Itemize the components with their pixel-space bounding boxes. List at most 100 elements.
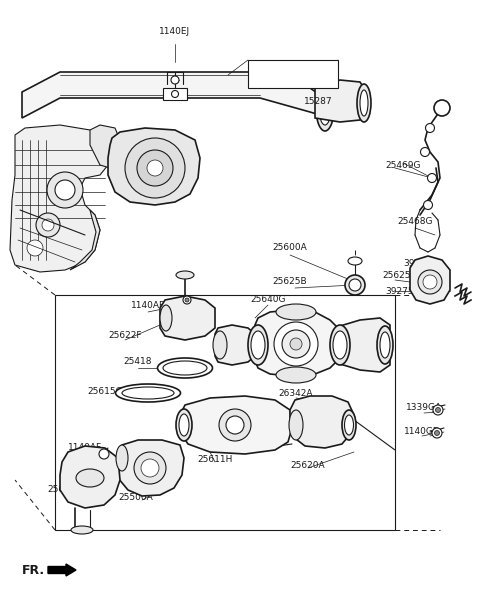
Ellipse shape	[176, 409, 192, 441]
Text: 25640G: 25640G	[250, 295, 286, 304]
Circle shape	[36, 213, 60, 237]
Circle shape	[428, 174, 436, 183]
Circle shape	[434, 100, 450, 116]
Ellipse shape	[157, 358, 213, 378]
Circle shape	[420, 147, 430, 156]
Text: 25500A: 25500A	[119, 492, 154, 502]
Ellipse shape	[276, 304, 316, 320]
Circle shape	[55, 180, 75, 200]
Ellipse shape	[163, 361, 207, 375]
Ellipse shape	[248, 325, 268, 365]
Ellipse shape	[377, 326, 393, 364]
Circle shape	[226, 416, 244, 434]
Polygon shape	[215, 325, 255, 365]
Polygon shape	[180, 396, 292, 454]
Circle shape	[171, 76, 179, 84]
Text: 1140GD: 1140GD	[404, 428, 440, 436]
Text: 25613A: 25613A	[317, 351, 351, 360]
Ellipse shape	[316, 85, 334, 131]
Circle shape	[171, 90, 179, 98]
Ellipse shape	[116, 445, 128, 471]
Ellipse shape	[333, 331, 347, 359]
Circle shape	[141, 459, 159, 477]
Polygon shape	[70, 210, 100, 270]
Polygon shape	[340, 318, 390, 372]
Ellipse shape	[122, 387, 174, 399]
Ellipse shape	[160, 305, 172, 331]
Polygon shape	[22, 72, 330, 118]
Circle shape	[47, 172, 83, 208]
Text: 39220G: 39220G	[403, 258, 439, 268]
Polygon shape	[90, 125, 120, 168]
Circle shape	[27, 240, 43, 256]
Polygon shape	[290, 396, 354, 448]
Text: 25468G: 25468G	[397, 218, 433, 227]
Text: 1140EJ: 1140EJ	[159, 27, 191, 37]
Text: 25625B: 25625B	[383, 271, 417, 280]
Circle shape	[423, 200, 432, 210]
Circle shape	[423, 275, 437, 289]
Ellipse shape	[71, 526, 93, 534]
Text: 1140AF: 1140AF	[68, 444, 102, 453]
Polygon shape	[60, 446, 120, 508]
Bar	[248, 60, 338, 88]
Text: 25631B: 25631B	[48, 485, 83, 494]
Ellipse shape	[276, 367, 316, 383]
Ellipse shape	[251, 331, 265, 359]
Text: 1339GA: 1339GA	[406, 403, 442, 412]
Polygon shape	[118, 440, 184, 496]
Text: 26477: 26477	[234, 406, 262, 415]
Polygon shape	[315, 80, 368, 122]
FancyArrow shape	[48, 564, 76, 576]
Circle shape	[274, 322, 318, 366]
Ellipse shape	[319, 91, 331, 125]
Circle shape	[125, 138, 185, 198]
Text: 39275: 39275	[386, 287, 414, 296]
Text: 25611H: 25611H	[197, 455, 233, 464]
Circle shape	[349, 279, 361, 291]
Ellipse shape	[176, 271, 194, 279]
Text: 26342A: 26342A	[279, 389, 313, 398]
Circle shape	[42, 219, 54, 231]
Ellipse shape	[342, 410, 356, 440]
Circle shape	[435, 408, 441, 412]
Polygon shape	[108, 128, 200, 205]
Text: 25625B: 25625B	[273, 277, 307, 287]
Bar	[55, 295, 395, 530]
Text: 25615G: 25615G	[87, 387, 123, 397]
Text: FR.: FR.	[22, 563, 45, 577]
Ellipse shape	[348, 257, 362, 265]
Polygon shape	[160, 296, 215, 340]
Ellipse shape	[76, 469, 104, 487]
Circle shape	[134, 452, 166, 484]
Ellipse shape	[380, 332, 390, 358]
Text: 1140AF: 1140AF	[131, 301, 165, 310]
Ellipse shape	[289, 410, 303, 440]
Circle shape	[183, 296, 191, 304]
Ellipse shape	[330, 325, 350, 365]
Circle shape	[147, 160, 163, 176]
Ellipse shape	[357, 84, 371, 122]
Polygon shape	[163, 88, 187, 100]
Circle shape	[219, 409, 251, 441]
Circle shape	[99, 449, 109, 459]
Text: 25600A: 25600A	[273, 244, 307, 252]
Circle shape	[345, 275, 365, 295]
Ellipse shape	[179, 414, 189, 436]
Polygon shape	[10, 125, 108, 272]
Ellipse shape	[116, 384, 180, 402]
Ellipse shape	[360, 90, 368, 116]
Circle shape	[425, 123, 434, 133]
Circle shape	[432, 428, 442, 438]
Circle shape	[433, 405, 443, 415]
Text: 25461E: 25461E	[260, 64, 294, 73]
Circle shape	[185, 298, 189, 302]
Ellipse shape	[213, 331, 227, 359]
Circle shape	[290, 338, 302, 350]
Text: 25418: 25418	[124, 357, 152, 367]
Circle shape	[434, 431, 440, 436]
Text: 25469G: 25469G	[385, 161, 421, 169]
Circle shape	[282, 330, 310, 358]
Polygon shape	[410, 256, 450, 304]
Text: 15287: 15287	[304, 97, 332, 106]
